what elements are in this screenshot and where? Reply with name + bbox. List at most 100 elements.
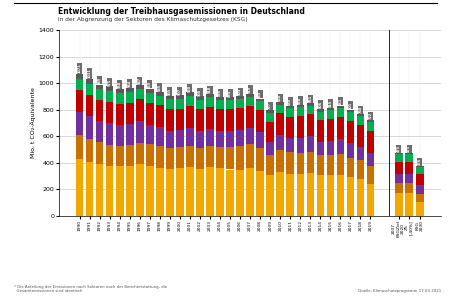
Bar — [76, 135, 83, 159]
Bar — [226, 146, 234, 170]
Bar — [256, 99, 264, 101]
Bar — [266, 113, 274, 122]
Bar — [316, 112, 324, 120]
Text: 1031: 1031 — [88, 69, 92, 78]
Text: 919: 919 — [248, 86, 252, 93]
Bar — [306, 173, 314, 216]
Bar — [216, 100, 224, 109]
Bar — [246, 128, 254, 144]
Text: 851: 851 — [308, 95, 312, 102]
Bar — [367, 131, 374, 153]
Bar — [116, 93, 123, 103]
Bar — [206, 167, 214, 216]
Bar — [346, 143, 354, 158]
Bar — [166, 100, 174, 109]
Bar — [76, 74, 83, 79]
Bar — [206, 94, 214, 98]
Bar — [316, 120, 324, 142]
Bar — [156, 146, 164, 168]
Bar — [256, 101, 264, 110]
Text: 858: 858 — [278, 94, 282, 101]
Bar — [236, 169, 244, 216]
Text: 831: 831 — [338, 98, 342, 105]
Text: Quelle: Klimaschutzprogramm 17.03.2021: Quelle: Klimaschutzprogramm 17.03.2021 — [358, 290, 441, 293]
Bar — [206, 98, 214, 107]
Bar — [146, 88, 153, 93]
Bar — [395, 174, 403, 183]
Bar — [166, 109, 174, 131]
Bar — [206, 107, 214, 129]
Bar — [76, 159, 83, 216]
Text: 958: 958 — [118, 81, 122, 88]
Bar — [106, 123, 113, 145]
Bar — [176, 130, 184, 147]
Text: 838: 838 — [298, 97, 302, 104]
Text: 987: 987 — [138, 77, 142, 84]
Bar — [395, 183, 403, 193]
Bar — [287, 117, 294, 138]
Bar — [346, 177, 354, 216]
Bar — [146, 93, 153, 103]
Bar — [176, 109, 184, 130]
Bar — [297, 174, 304, 216]
Bar — [86, 139, 94, 162]
Bar — [226, 169, 234, 216]
Text: 475: 475 — [396, 145, 400, 152]
Text: 918: 918 — [208, 86, 212, 93]
Bar — [416, 185, 423, 194]
Bar — [395, 161, 403, 174]
Bar — [186, 167, 194, 216]
Text: 1071: 1071 — [78, 63, 81, 73]
Bar — [337, 175, 344, 216]
Bar — [106, 166, 113, 216]
Bar — [176, 147, 184, 168]
Bar — [106, 102, 113, 123]
Bar — [116, 125, 123, 146]
Bar — [136, 121, 144, 143]
Bar — [246, 106, 254, 128]
Bar — [86, 95, 94, 116]
Bar — [395, 154, 403, 161]
Bar — [226, 109, 234, 130]
Text: 959: 959 — [148, 81, 152, 88]
Bar — [266, 142, 274, 155]
Bar — [337, 139, 344, 154]
Bar — [166, 96, 174, 100]
Bar — [116, 89, 123, 93]
Bar — [327, 175, 334, 216]
Bar — [287, 106, 294, 108]
Bar — [186, 92, 194, 96]
Bar — [156, 92, 164, 96]
Bar — [76, 90, 83, 112]
Bar — [367, 166, 374, 184]
Bar — [416, 167, 423, 174]
Bar — [346, 158, 354, 177]
Bar — [236, 96, 244, 99]
Text: Entwicklung der Treibhausgasemissionen in Deutschland: Entwicklung der Treibhausgasemissionen i… — [58, 8, 306, 16]
Bar — [246, 97, 254, 106]
Text: 904: 904 — [238, 88, 242, 95]
Bar — [126, 145, 134, 166]
Bar — [297, 105, 304, 107]
Bar — [357, 179, 364, 216]
Bar — [266, 110, 274, 113]
Bar — [196, 169, 204, 216]
Bar — [327, 110, 334, 119]
Bar — [96, 100, 104, 121]
Text: 722: 722 — [369, 112, 373, 119]
Bar — [357, 125, 364, 147]
Bar — [337, 106, 344, 108]
Bar — [166, 148, 174, 169]
Bar — [287, 138, 294, 152]
Bar — [327, 108, 334, 110]
Bar — [96, 85, 104, 89]
Text: 797: 797 — [268, 102, 272, 110]
Bar — [96, 164, 104, 216]
Bar — [276, 172, 284, 216]
Bar — [367, 184, 374, 216]
Bar — [236, 130, 244, 146]
Bar — [166, 131, 174, 148]
Bar — [226, 130, 234, 146]
Bar — [126, 88, 134, 92]
Text: 801: 801 — [348, 102, 352, 109]
